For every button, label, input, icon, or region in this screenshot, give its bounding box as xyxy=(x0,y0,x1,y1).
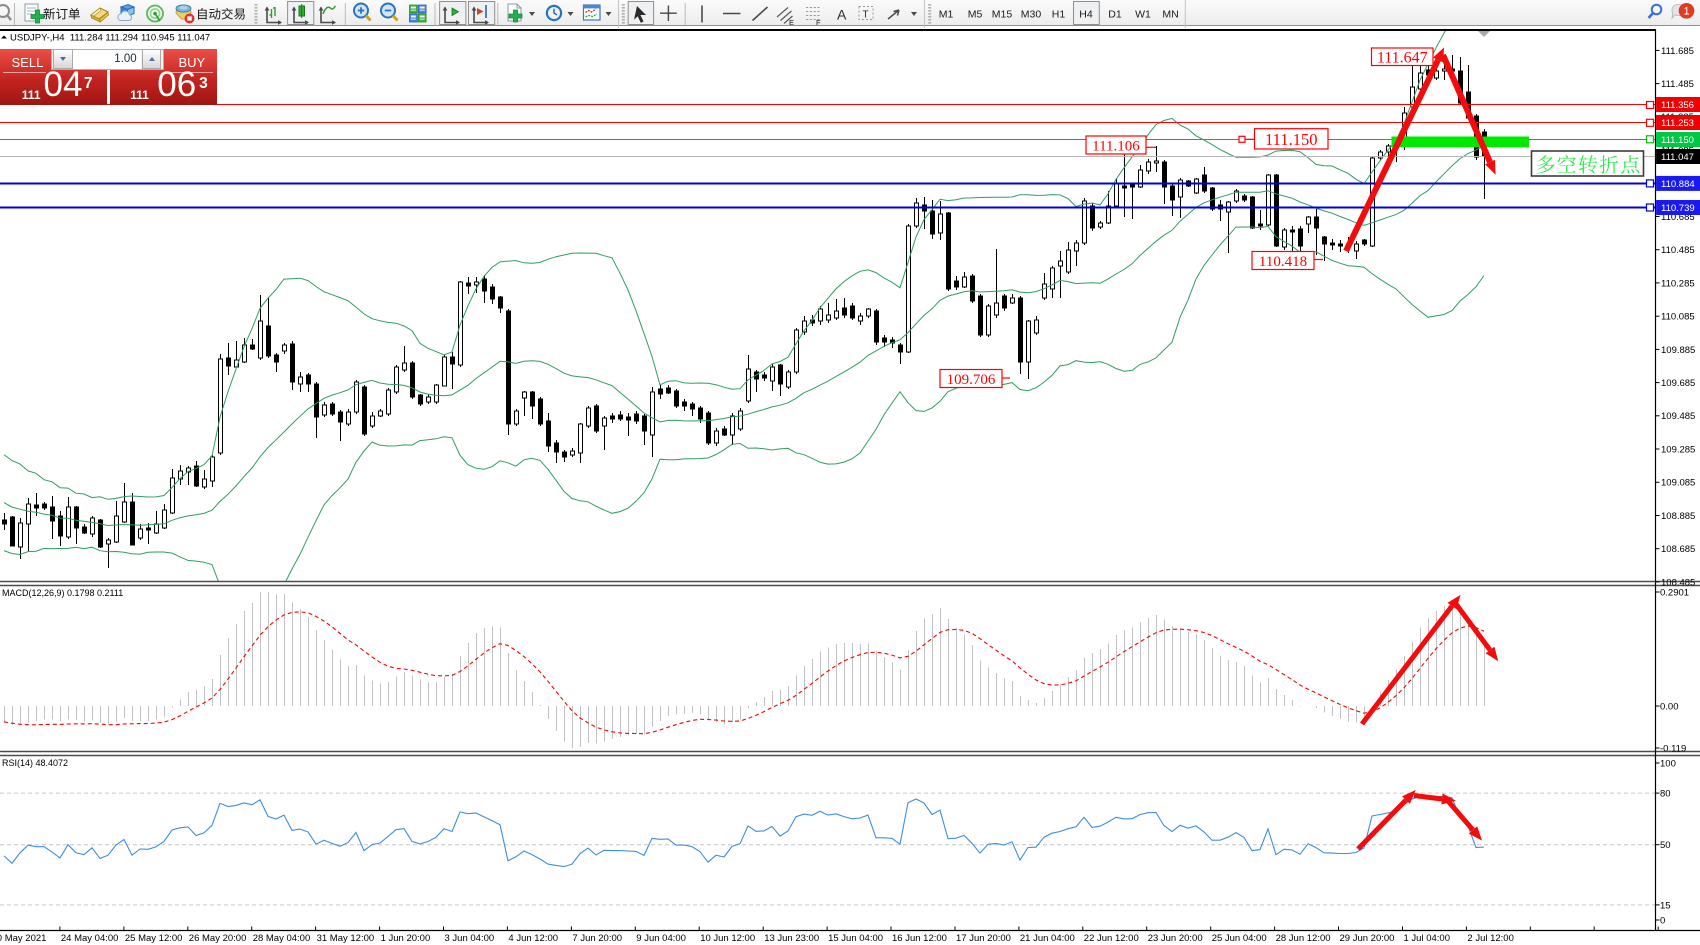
svg-text:0: 0 xyxy=(1660,915,1665,926)
svg-text:24 May 04:00: 24 May 04:00 xyxy=(61,933,119,944)
svg-text:28 May 04:00: 28 May 04:00 xyxy=(253,933,311,944)
svg-text:10 Jun 12:00: 10 Jun 12:00 xyxy=(700,933,755,944)
svg-text:110.884: 110.884 xyxy=(1661,179,1695,190)
svg-text:T: T xyxy=(863,10,869,21)
svg-text:111.253: 111.253 xyxy=(1661,118,1694,129)
svg-text:110.285: 110.285 xyxy=(1661,278,1695,289)
svg-text:USDJPY-,H4 111.284 111.294 11: USDJPY-,H4 111.284 111.294 110.945 111.0… xyxy=(10,33,210,44)
svg-text:29 Jun 20:00: 29 Jun 20:00 xyxy=(1340,933,1395,944)
svg-text:110.739: 110.739 xyxy=(1661,203,1695,214)
svg-text:RSI(14) 48.4072: RSI(14) 48.4072 xyxy=(2,758,68,768)
svg-text:110.418: 110.418 xyxy=(1259,254,1307,270)
svg-text:111.106: 111.106 xyxy=(1092,138,1140,154)
svg-text:20 May 2021: 20 May 2021 xyxy=(0,933,46,944)
svg-text:109.285: 109.285 xyxy=(1661,444,1695,455)
svg-text:15: 15 xyxy=(1660,900,1671,911)
svg-text:110.485: 110.485 xyxy=(1661,245,1695,256)
svg-text:1 Jul 04:00: 1 Jul 04:00 xyxy=(1404,933,1450,944)
svg-text:9 Jun 04:00: 9 Jun 04:00 xyxy=(636,933,686,944)
svg-text:109.685: 109.685 xyxy=(1661,378,1695,389)
svg-text:0.2901: 0.2901 xyxy=(1660,587,1689,598)
svg-text:111.047: 111.047 xyxy=(1661,152,1694,163)
svg-text:M30: M30 xyxy=(1021,9,1042,21)
svg-text:111.150: 111.150 xyxy=(1661,135,1694,146)
svg-text:111.150: 111.150 xyxy=(1265,130,1317,149)
svg-text:16 Jun 12:00: 16 Jun 12:00 xyxy=(892,933,947,944)
svg-text:111.356: 111.356 xyxy=(1661,100,1694,111)
svg-text:4 Jun 12:00: 4 Jun 12:00 xyxy=(508,933,558,944)
svg-text:H4: H4 xyxy=(1079,9,1093,21)
svg-text:M5: M5 xyxy=(968,9,983,21)
svg-text:25 May 12:00: 25 May 12:00 xyxy=(125,933,183,944)
svg-text:22 Jun 12:00: 22 Jun 12:00 xyxy=(1084,933,1139,944)
svg-text:A: A xyxy=(837,7,847,23)
svg-text:111.685: 111.685 xyxy=(1661,46,1694,57)
svg-text:108.685: 108.685 xyxy=(1661,544,1695,555)
svg-text:3 Jun 04:00: 3 Jun 04:00 xyxy=(445,933,495,944)
svg-text:108.885: 108.885 xyxy=(1661,511,1695,522)
svg-text:MN: MN xyxy=(1162,9,1178,21)
svg-text:-0.119: -0.119 xyxy=(1660,743,1686,754)
svg-text:M15: M15 xyxy=(992,9,1013,21)
svg-text:D1: D1 xyxy=(1108,9,1122,21)
svg-text:0.00: 0.00 xyxy=(1660,701,1679,712)
svg-text:109.485: 109.485 xyxy=(1661,411,1695,422)
svg-text:111.485: 111.485 xyxy=(1661,79,1694,90)
svg-text:31 May 12:00: 31 May 12:00 xyxy=(317,933,375,944)
svg-text:50: 50 xyxy=(1660,840,1671,851)
svg-text:7 Jun 20:00: 7 Jun 20:00 xyxy=(572,933,622,944)
svg-text:W1: W1 xyxy=(1135,9,1151,21)
svg-text:109.885: 109.885 xyxy=(1661,345,1695,356)
svg-text:28 Jun 12:00: 28 Jun 12:00 xyxy=(1276,933,1331,944)
svg-text:25 Jun 04:00: 25 Jun 04:00 xyxy=(1212,933,1267,944)
svg-text:F: F xyxy=(816,18,821,27)
svg-text:15 Jun 04:00: 15 Jun 04:00 xyxy=(828,933,883,944)
svg-text:2 Jul 12:00: 2 Jul 12:00 xyxy=(1467,933,1513,944)
svg-text:M1: M1 xyxy=(939,9,954,21)
svg-text:100: 100 xyxy=(1660,758,1676,769)
svg-text:21 Jun 04:00: 21 Jun 04:00 xyxy=(1020,933,1075,944)
svg-text:110.685: 110.685 xyxy=(1661,212,1695,223)
svg-text:109.085: 109.085 xyxy=(1661,478,1695,489)
svg-text:17 Jun 20:00: 17 Jun 20:00 xyxy=(956,933,1011,944)
svg-text:23 Jun 20:00: 23 Jun 20:00 xyxy=(1148,933,1203,944)
svg-text:110.085: 110.085 xyxy=(1661,312,1695,323)
svg-text:109.706: 109.706 xyxy=(947,372,996,388)
svg-text:80: 80 xyxy=(1660,789,1671,800)
svg-text:1: 1 xyxy=(1683,6,1689,18)
svg-text:26 May 20:00: 26 May 20:00 xyxy=(189,933,247,944)
svg-text:1 Jun 20:00: 1 Jun 20:00 xyxy=(381,933,431,944)
svg-text:108.485: 108.485 xyxy=(1661,577,1695,588)
svg-text:H1: H1 xyxy=(1052,9,1066,21)
svg-text:13 Jun 23:00: 13 Jun 23:00 xyxy=(764,933,819,944)
svg-text:MACD(12,26,9) 0.1798 0.2111: MACD(12,26,9) 0.1798 0.2111 xyxy=(2,588,123,598)
svg-text:E: E xyxy=(789,18,794,27)
svg-text:111.647: 111.647 xyxy=(1377,50,1428,67)
